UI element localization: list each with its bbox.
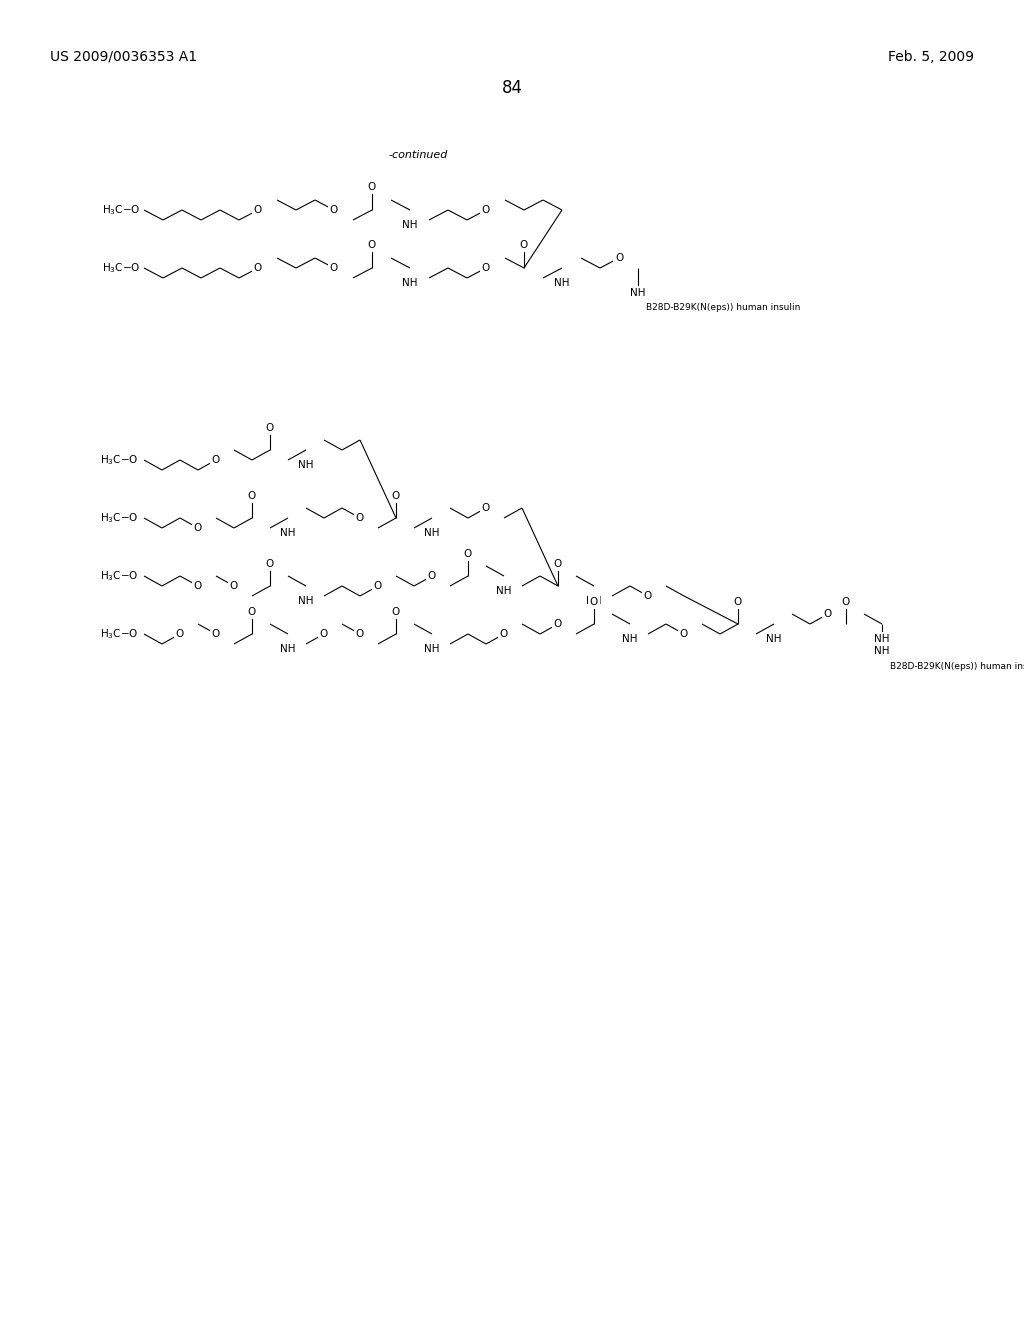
Text: O: O [482,205,490,215]
Text: O: O [368,182,376,191]
Text: NH: NH [402,220,418,230]
Text: -continued: -continued [388,150,447,160]
Text: O: O [680,630,688,639]
Text: O: O [374,581,382,591]
Text: H$_3$C$-$O: H$_3$C$-$O [100,569,138,583]
Text: O: O [500,630,508,639]
Text: H$_3$C$-$O: H$_3$C$-$O [102,203,140,216]
Text: O: O [842,597,850,607]
Text: O: O [248,607,256,616]
Text: NH: NH [587,597,602,606]
Text: H$_3$C$-$O: H$_3$C$-$O [102,261,140,275]
Text: O: O [212,455,220,465]
Text: US 2009/0036353 A1: US 2009/0036353 A1 [50,50,198,63]
Text: NH: NH [281,528,296,539]
Text: O: O [330,205,338,215]
Text: NH: NH [497,586,512,597]
Text: H$_3$C$-$O: H$_3$C$-$O [100,453,138,467]
Text: O: O [266,558,274,569]
Text: NH: NH [281,644,296,653]
Text: O: O [554,558,562,569]
Text: H$_3$C$-$O: H$_3$C$-$O [100,627,138,642]
Text: O: O [392,491,400,502]
Text: B28D-B29K(N(eps)) human insulin: B28D-B29K(N(eps)) human insulin [646,304,801,312]
Text: H$_3$C$-$O: H$_3$C$-$O [100,511,138,525]
Text: O: O [254,263,262,273]
Text: O: O [194,581,202,591]
Text: O: O [254,205,262,215]
Text: O: O [824,609,833,619]
Text: O: O [319,630,328,639]
Text: NH: NH [554,279,569,288]
Text: O: O [356,630,365,639]
Text: O: O [590,597,598,607]
Text: NH: NH [424,644,439,653]
Text: NH: NH [766,634,781,644]
Text: O: O [734,597,742,607]
Text: O: O [266,422,274,433]
Text: NH: NH [298,459,313,470]
Text: NH: NH [874,645,890,656]
Text: O: O [330,263,338,273]
Text: NH: NH [630,288,646,298]
Text: NH: NH [298,597,313,606]
Text: O: O [248,491,256,502]
Text: Feb. 5, 2009: Feb. 5, 2009 [888,50,974,63]
Text: NH: NH [424,528,439,539]
Text: B28D-B29K(N(eps)) human insulin: B28D-B29K(N(eps)) human insulin [890,663,1024,671]
Text: O: O [520,240,528,249]
Text: O: O [212,630,220,639]
Text: 84: 84 [502,79,522,96]
Text: O: O [368,240,376,249]
Text: O: O [464,549,472,558]
Text: O: O [482,263,490,273]
Text: O: O [356,513,365,523]
Text: O: O [194,523,202,533]
Text: O: O [176,630,184,639]
Text: O: O [614,253,624,263]
Text: NH: NH [874,634,890,644]
Text: O: O [482,503,490,513]
Text: O: O [428,572,436,581]
Text: O: O [644,591,652,601]
Text: O: O [229,581,239,591]
Text: NH: NH [623,634,638,644]
Text: O: O [554,619,562,630]
Text: O: O [392,607,400,616]
Text: NH: NH [402,279,418,288]
